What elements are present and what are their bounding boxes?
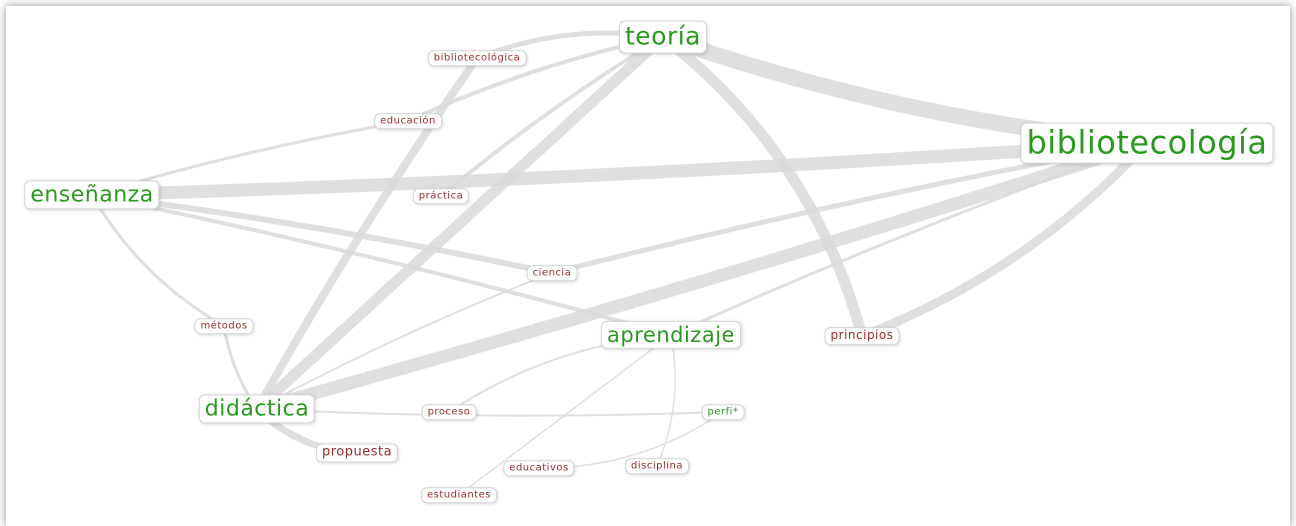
node-label[interactable]: perfi* [701,404,745,420]
edge [256,408,724,417]
node-label[interactable]: educación [374,113,442,129]
node-label[interactable]: enseñanza [24,180,160,210]
edge [85,136,1154,202]
node-label[interactable]: aprendizaje [601,320,741,350]
edge [857,138,1152,341]
edge [90,193,226,328]
node-label[interactable]: proceso [421,404,477,420]
edge [669,141,1149,337]
node-label[interactable]: disciplina [625,458,689,474]
edge [250,136,1154,416]
edge [439,35,665,198]
graph-panel: teoría bibliotecología enseñanza didáctica a… [6,6,1290,526]
node-label[interactable]: métodos [194,318,254,334]
node-label[interactable]: educativos [503,460,575,476]
edges [85,29,1155,496]
edge [458,334,672,496]
node-label[interactable]: didáctica [198,394,316,424]
edge [256,272,553,410]
edge [90,193,673,337]
node-label[interactable]: teoría [618,20,708,54]
node-label[interactable]: bibliotecológica [427,50,527,66]
node-label[interactable]: práctica [412,188,470,204]
node-label[interactable]: propuesta [315,443,399,463]
edge [656,334,676,467]
node-label[interactable]: ciencia [526,265,578,281]
node-label[interactable]: principios [824,327,900,345]
node-label[interactable]: bibliotecología [1020,122,1274,164]
edge [657,31,868,342]
node-label[interactable]: estudiantes [421,487,497,503]
edge [251,31,669,415]
